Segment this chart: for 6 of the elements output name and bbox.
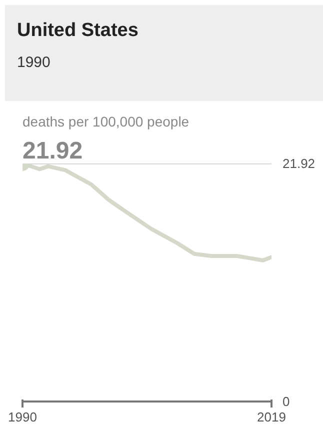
y-axis-title: deaths per 100,000 people [22, 114, 190, 130]
chart-subtitle: 1990 [17, 53, 52, 74]
x-tick-label: 2019 [257, 410, 286, 424]
annotation: 21.92 [22, 138, 83, 164]
y-tick-label: 0 [282, 394, 290, 409]
chart-title: United States [17, 19, 138, 43]
